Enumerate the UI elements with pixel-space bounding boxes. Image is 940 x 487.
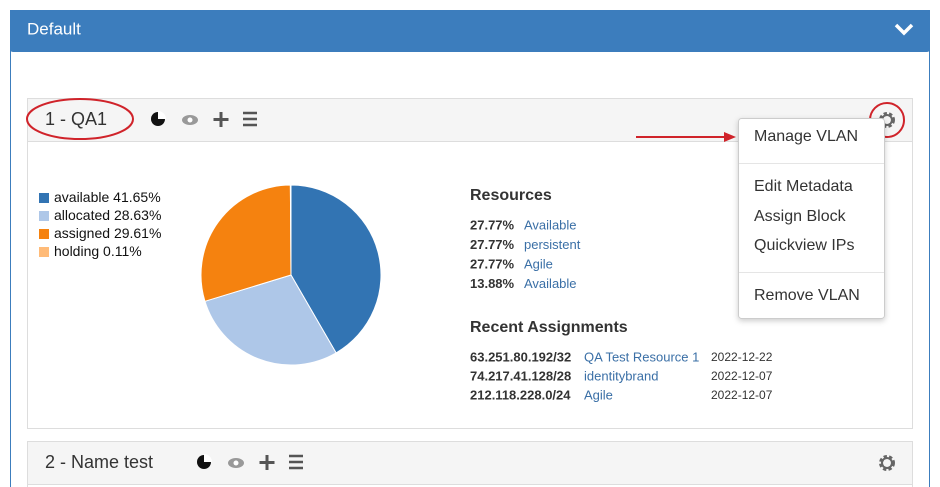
menu-item[interactable]: Manage VLAN: [754, 128, 858, 145]
legend-value: 41.65%: [113, 189, 160, 205]
vlan-header: [28, 442, 912, 484]
resource-link[interactable]: Available: [524, 217, 577, 232]
dropdown-menu: [738, 118, 885, 319]
pie-slice: [290, 184, 382, 354]
legend-entry: holding 0.11%: [54, 243, 142, 259]
section-title: Resources: [470, 187, 552, 204]
vlan-title[interactable]: 2 - Name test: [45, 452, 153, 472]
legend-name: available: [54, 189, 109, 205]
legend-entry: available 41.65%: [54, 189, 161, 205]
assignment-block: 74.217.41.128/28: [470, 368, 571, 383]
legend-value: 0.11%: [103, 243, 142, 259]
pie-chart: [200, 184, 382, 366]
legend-swatch: [39, 193, 49, 203]
pie-slice: [289, 184, 292, 276]
menu-items: Manage VLAN Edit Metadata Assign Block Quic…: [754, 128, 860, 304]
vlan-icons: [197, 454, 303, 470]
legend: available 41.65%allocated 28.63%assigned…: [39, 189, 161, 259]
assignment-link[interactable]: Agile: [584, 387, 613, 402]
settings-gear[interactable]: [879, 455, 895, 471]
assignment-date: 2022-12-22: [711, 350, 773, 364]
vlan-title[interactable]: 1 - QA1: [45, 109, 107, 129]
panel-title: Default: [27, 19, 81, 38]
resource-link[interactable]: Agile: [524, 256, 553, 271]
resource-link[interactable]: Available: [524, 276, 577, 291]
collapse-chevron[interactable]: [894, 23, 914, 36]
menu-item[interactable]: Assign Block: [754, 208, 847, 225]
pie-slice: [204, 274, 337, 366]
legend-swatch: [39, 247, 49, 257]
resource-percent: 27.77%: [470, 217, 515, 232]
assignment-date: 2022-12-07: [711, 388, 773, 402]
resources: 27.77% Available 27.77% persistent 27.77% Agi…: [470, 217, 581, 291]
assignment-block: 212.118.228.0/24: [470, 387, 571, 402]
resource-percent: 27.77%: [470, 237, 515, 252]
arrow-head: [724, 132, 736, 142]
assignment-date: 2022-12-07: [711, 369, 773, 383]
legend-name: allocated: [54, 207, 110, 223]
vlan-icons: [151, 111, 257, 127]
legend-name: assigned: [54, 225, 110, 241]
panel-header: [10, 10, 930, 52]
highlight: [26, 98, 134, 140]
assignment-block: 63.251.80.192/32: [470, 349, 571, 364]
assignment-link[interactable]: identitybrand: [584, 368, 658, 383]
menu-item[interactable]: Quickview IPs: [754, 237, 854, 254]
assignment-link[interactable]: QA Test Resource 1: [584, 349, 699, 364]
legend-swatch: [39, 211, 49, 221]
legend-value: 29.61%: [114, 225, 161, 241]
resource-percent: 13.88%: [470, 276, 515, 291]
legend-entry: allocated 28.63%: [54, 207, 161, 223]
legend-value: 28.63%: [114, 207, 161, 223]
legend-entry: assigned 29.61%: [54, 225, 161, 241]
section-title: Recent Assignments: [470, 319, 628, 336]
menu-item[interactable]: Edit Metadata: [754, 178, 853, 195]
resource-link[interactable]: persistent: [524, 237, 581, 252]
pie-slice: [200, 184, 292, 302]
resource-percent: 27.77%: [470, 256, 515, 271]
legend-swatch: [39, 229, 49, 239]
menu-item[interactable]: Remove VLAN: [754, 287, 860, 304]
legend-name: holding: [54, 243, 99, 259]
recent-assignments: 63.251.80.192/32 QA Test Resource 1 2022-1…: [470, 349, 773, 402]
